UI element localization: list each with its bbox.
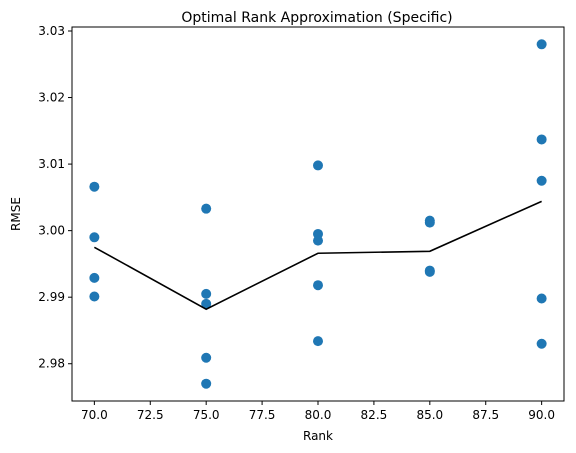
x-tick-label: 82.5 xyxy=(361,408,388,422)
chart-title: Optimal Rank Approximation (Specific) xyxy=(181,10,452,26)
scatter-point xyxy=(89,272,100,283)
scatter-point xyxy=(536,134,547,145)
scatter-point xyxy=(536,175,547,186)
y-tick-label: 2.99 xyxy=(38,290,65,304)
mean-rmse-line xyxy=(93,200,542,311)
x-axis-ticks: 70.0 72.5 75.0 77.5 80.0 82.5 85.0 87.5 90.0 xyxy=(81,401,555,422)
scatter-point xyxy=(89,291,100,302)
y-axis-label: RMSE xyxy=(9,197,23,231)
scatter-point xyxy=(313,160,323,171)
scatter-point xyxy=(536,293,547,304)
y-axis-ticks: 2.98 2.99 3.00 3.01 3.02 3.03 xyxy=(38,24,72,371)
scatter-point xyxy=(201,203,212,214)
y-tick-label: 2.98 xyxy=(38,357,65,371)
x-axis-label: Rank xyxy=(303,429,333,443)
scatter-point xyxy=(536,338,547,349)
scatter-point xyxy=(89,232,100,243)
y-tick-label: 3.00 xyxy=(38,224,65,238)
scatter-point xyxy=(201,298,212,309)
series-layer xyxy=(89,39,547,389)
x-tick-label: 85.0 xyxy=(416,408,443,422)
x-tick-label: 90.0 xyxy=(528,408,555,422)
scatter-point xyxy=(313,336,323,347)
plot-frame xyxy=(71,26,565,402)
scatter-point xyxy=(313,280,323,291)
scatter-point xyxy=(313,235,323,246)
scatter-point xyxy=(201,288,212,299)
x-tick-label: 87.5 xyxy=(472,408,499,422)
scatter-point xyxy=(424,266,435,277)
scatter-point xyxy=(201,378,212,389)
scatter-point xyxy=(201,352,212,363)
y-tick-label: 3.02 xyxy=(38,91,65,105)
scatter-point xyxy=(536,39,547,50)
y-tick-label: 3.01 xyxy=(38,157,65,171)
x-tick-label: 70.0 xyxy=(81,408,108,422)
scatter-point xyxy=(424,217,435,228)
x-tick-label: 80.0 xyxy=(305,408,332,422)
scatter-point xyxy=(89,181,100,192)
x-tick-label: 75.0 xyxy=(193,408,220,422)
x-tick-label: 77.5 xyxy=(249,408,276,422)
y-tick-label: 3.03 xyxy=(38,24,65,38)
x-tick-label: 72.5 xyxy=(137,408,164,422)
